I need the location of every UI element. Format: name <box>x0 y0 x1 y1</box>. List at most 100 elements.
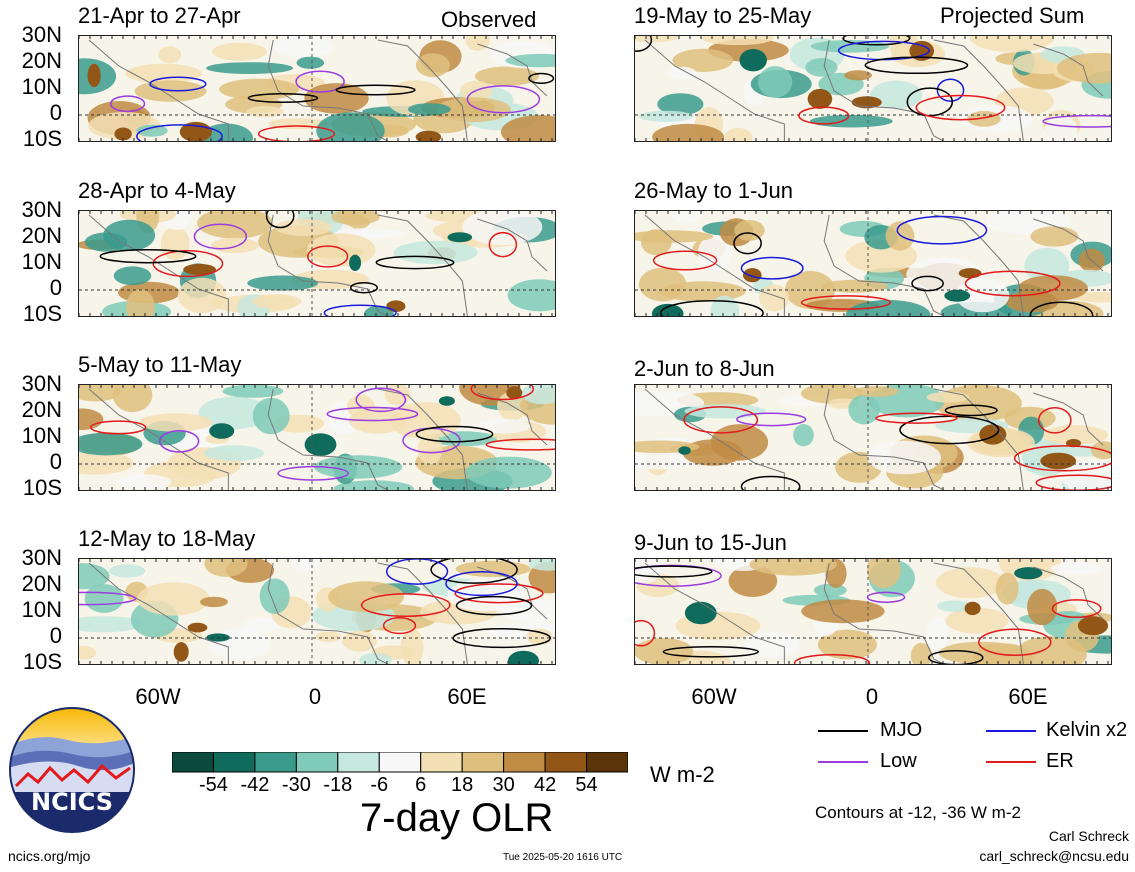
anomaly-contour <box>740 475 801 490</box>
anomaly-contour <box>733 232 762 255</box>
olr-shading <box>407 103 451 116</box>
olr-shading-strong <box>447 232 473 243</box>
olr-shading <box>246 106 284 118</box>
olr-shading <box>222 385 284 398</box>
olr-shading-strong <box>909 40 934 61</box>
anomaly-contour <box>944 404 998 417</box>
lat-label-row2-1: 20N <box>21 223 62 248</box>
coastline <box>88 39 548 141</box>
olr-shading <box>910 642 932 664</box>
anomaly-contour <box>635 619 656 647</box>
olr-shading-strong <box>743 268 762 283</box>
anomaly-contour <box>445 571 518 597</box>
anomaly-contour <box>430 559 518 584</box>
anomaly-contour <box>295 70 345 93</box>
anomaly-contour <box>193 223 248 250</box>
colorbar-tick-label: -30 <box>281 774 311 796</box>
colorbar-tick-label: -42 <box>240 774 270 796</box>
lat-label-row4-2: 10N <box>21 597 62 622</box>
panel-title-proj-2: 26-May to 1-Jun <box>634 178 793 203</box>
anomaly-contour <box>350 281 378 294</box>
anomaly-contour <box>662 645 759 658</box>
olr-shading <box>79 645 97 660</box>
olr-shading <box>314 455 403 479</box>
olr-shading <box>252 294 302 309</box>
olr-shading <box>926 617 949 651</box>
footer-email[interactable]: carl_schreck@ncsu.edu <box>979 848 1129 864</box>
lat-label-row1-0: 30N <box>21 22 62 47</box>
anomaly-contour <box>136 124 223 141</box>
lat-label-row3-3: 0 <box>49 449 62 474</box>
contour-note: Contours at -12, -36 W m-2 <box>815 803 1021 822</box>
map-projected-1 <box>634 35 1112 142</box>
olr-shading <box>657 93 704 116</box>
lon-label-0-left: 0 <box>308 684 322 709</box>
olr-shading <box>672 48 734 72</box>
olr-shading <box>197 211 273 239</box>
olr-shading <box>995 572 1019 605</box>
olr-shading <box>474 66 539 86</box>
olr-shading <box>415 53 450 78</box>
anomaly-contour <box>152 250 224 278</box>
anomaly-contour <box>415 425 494 443</box>
olr-shading <box>475 418 531 434</box>
olr-shading <box>758 66 793 98</box>
colorbar-tick-label: 42 <box>533 774 557 796</box>
olr-shading <box>112 385 153 413</box>
olr-shading <box>79 616 144 633</box>
olr-shading <box>635 449 694 470</box>
olr-shading <box>291 559 320 573</box>
olr-shading <box>198 396 270 430</box>
coastline <box>644 214 1104 316</box>
lat-label-row4-3: 0 <box>49 623 62 648</box>
olr-shading <box>210 237 259 253</box>
colorbar-swatch <box>586 751 629 773</box>
olr-shading <box>204 559 248 577</box>
colorbar-tick-label: 18 <box>451 774 474 796</box>
legend-kelvin-line <box>986 730 1036 732</box>
footer-url[interactable]: ncics.org/mjo <box>8 848 91 864</box>
olr-shading-strong <box>964 601 981 616</box>
olr-shading-strong <box>114 127 132 141</box>
anomaly-contour <box>915 94 1006 121</box>
olr-shading <box>500 599 555 623</box>
panel-title-obs-2: 28-Apr to 4-May <box>78 178 236 203</box>
olr-shading <box>125 63 202 84</box>
olr-shading <box>845 299 931 316</box>
anomaly-contour <box>257 125 336 141</box>
legend-low-line <box>818 761 868 763</box>
colorbar-units: W m-2 <box>650 762 715 787</box>
anomaly-contour <box>307 245 349 268</box>
olr-shading <box>507 279 555 312</box>
olr-shading <box>158 46 182 64</box>
olr-shading <box>853 386 899 397</box>
anomaly-contour <box>978 628 1052 657</box>
panel-title-obs-1: 21-Apr to 27-Apr <box>78 3 241 28</box>
colorbar-tick-label: 54 <box>575 774 598 796</box>
olr-shading <box>206 62 293 74</box>
anomaly-contour <box>635 565 713 578</box>
olr-shading-strong <box>173 642 189 662</box>
anomaly-contour <box>159 429 200 453</box>
ncics-logo: NCICS <box>8 706 136 834</box>
olr-shading-strong <box>183 263 216 276</box>
anomaly-contour <box>265 211 295 229</box>
anomaly-contour <box>247 92 319 104</box>
colorbar-tick-label: -54 <box>199 774 228 796</box>
anomaly-contour <box>79 591 137 606</box>
olr-shading-strong <box>979 424 1007 445</box>
anomaly-contour <box>149 76 207 92</box>
olr-shading-strong <box>506 386 523 400</box>
anomaly-contour <box>740 256 804 280</box>
olr-shading <box>359 652 392 664</box>
olr-shading-strong <box>1040 452 1077 470</box>
lat-label-row3-4: 10S <box>22 475 62 500</box>
lat-label-row3-2: 10N <box>21 423 62 448</box>
legend-er-label: ER <box>1046 750 1074 772</box>
olr-shading <box>810 40 890 53</box>
observed-label: Observed <box>441 7 537 32</box>
anomaly-contour <box>382 617 417 635</box>
olr-shading-strong <box>209 423 235 439</box>
legend-kelvin-label: Kelvin x2 <box>1046 719 1128 741</box>
olr-shading <box>505 53 555 68</box>
